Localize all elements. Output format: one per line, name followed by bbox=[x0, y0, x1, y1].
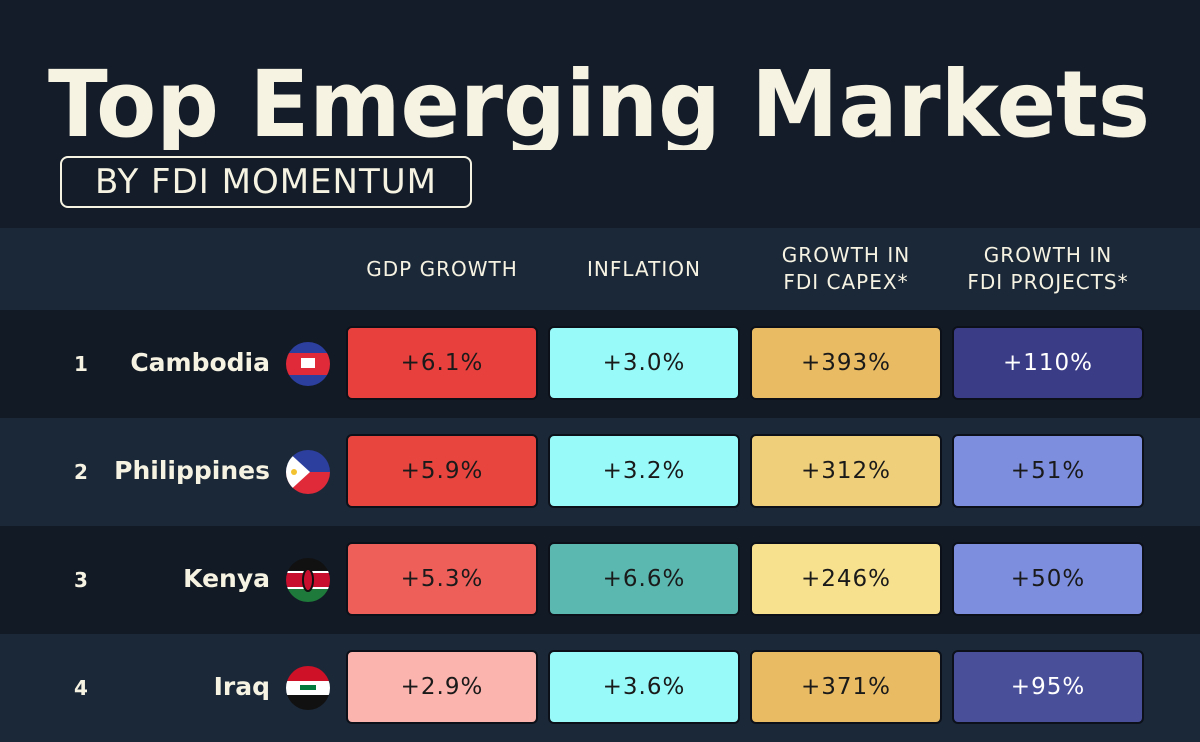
value-cell: +246% bbox=[750, 542, 942, 616]
value-cell: +3.2% bbox=[548, 434, 740, 508]
column-header: GDP GROWTH bbox=[366, 256, 518, 281]
country-name: Cambodia bbox=[130, 348, 270, 377]
flag bbox=[286, 342, 330, 390]
flag-icon bbox=[286, 342, 330, 386]
value-cell: +50% bbox=[952, 542, 1144, 616]
value-cell: +110% bbox=[952, 326, 1144, 400]
flag bbox=[286, 450, 330, 498]
page: Top Emerging Markets BY FDI MOMENTUM GDP… bbox=[0, 51, 1200, 742]
rank: 1 bbox=[74, 352, 88, 376]
value-cell: +3.0% bbox=[548, 326, 740, 400]
country-name: Iraq bbox=[213, 672, 270, 701]
column-header: INFLATION bbox=[587, 256, 701, 281]
table-row: 3 Kenya +5.3% +6.6% +246% +50% bbox=[0, 526, 1200, 634]
value-cell: +6.6% bbox=[548, 542, 740, 616]
column-header: GROWTH IN FDI PROJECTS* bbox=[967, 243, 1129, 294]
country-name: Philippines bbox=[114, 456, 270, 485]
flag-icon bbox=[286, 666, 330, 710]
value-cell: +5.3% bbox=[346, 542, 538, 616]
value-cell: +2.9% bbox=[346, 650, 538, 724]
flag-icon bbox=[286, 450, 330, 494]
value-cell: +5.9% bbox=[346, 434, 538, 508]
title-svg: Top Emerging Markets bbox=[48, 51, 1150, 150]
rank: 3 bbox=[74, 568, 88, 592]
table-row: 2 Philippines +5.9% +3.2% +312% +51% bbox=[0, 418, 1200, 526]
subtitle: BY FDI MOMENTUM bbox=[60, 156, 472, 208]
value-cell: +371% bbox=[750, 650, 942, 724]
value-cell: +6.1% bbox=[346, 326, 538, 400]
column-header: GROWTH IN FDI CAPEX* bbox=[781, 243, 911, 294]
rank: 2 bbox=[74, 460, 88, 484]
flag bbox=[286, 666, 330, 714]
value-cell: +95% bbox=[952, 650, 1144, 724]
value-cell: +3.6% bbox=[548, 650, 740, 724]
value-cell: +393% bbox=[750, 326, 942, 400]
rank: 4 bbox=[74, 676, 88, 700]
table-header: GDP GROWTH INFLATION GROWTH IN FDI CAPEX* G… bbox=[0, 228, 1200, 310]
flag-icon bbox=[286, 558, 330, 602]
country-name: Kenya bbox=[183, 564, 270, 593]
value-cell: +51% bbox=[952, 434, 1144, 508]
table-row: 4 Iraq +2.9% +3.6% +371% +95% bbox=[0, 634, 1200, 742]
value-cell: +312% bbox=[750, 434, 942, 508]
table-row: 1 Cambodia +6.1% +3.0% +393% +110% bbox=[0, 310, 1200, 418]
flag bbox=[286, 558, 330, 606]
title: Top Emerging Markets bbox=[48, 51, 1150, 150]
